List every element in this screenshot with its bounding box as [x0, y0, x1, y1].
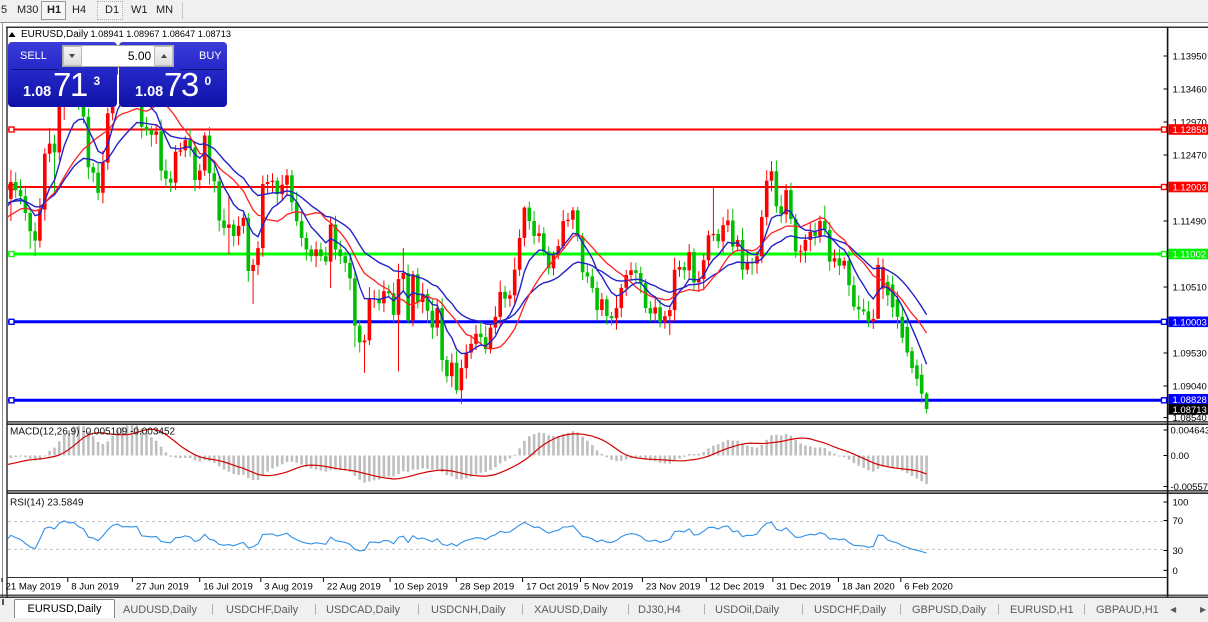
svg-text:1.08540: 1.08540 — [1173, 413, 1207, 424]
svg-text:1.08713: 1.08713 — [1173, 405, 1207, 416]
svg-text:28 Sep 2019: 28 Sep 2019 — [460, 582, 514, 593]
svg-text:RSI(14) 23.5849: RSI(14) 23.5849 — [10, 498, 84, 509]
svg-text:1.12470: 1.12470 — [1173, 151, 1207, 162]
svg-text:-0.005574: -0.005574 — [1171, 482, 1208, 493]
svg-text:100: 100 — [1173, 498, 1189, 509]
svg-text:1.12970: 1.12970 — [1173, 118, 1207, 129]
svg-text:0.004643: 0.004643 — [1171, 426, 1208, 437]
svg-text:21 May 2019: 21 May 2019 — [6, 582, 61, 593]
svg-text:16 Jul 2019: 16 Jul 2019 — [203, 582, 253, 593]
svg-text:5 Nov 2019: 5 Nov 2019 — [584, 582, 633, 593]
svg-text:18 Jan 2020: 18 Jan 2020 — [842, 582, 895, 593]
svg-text:10 Sep 2019: 10 Sep 2019 — [394, 582, 448, 593]
svg-text:1.10510: 1.10510 — [1173, 283, 1207, 294]
svg-text:23 Nov 2019: 23 Nov 2019 — [646, 582, 700, 593]
svg-text:27 Jun 2019: 27 Jun 2019 — [136, 582, 189, 593]
svg-text:1.09040: 1.09040 — [1173, 382, 1207, 393]
svg-text:30: 30 — [1173, 546, 1184, 557]
svg-text:MACD(12,26,9) -0.005109 -0.003: MACD(12,26,9) -0.005109 -0.003452 — [10, 427, 176, 438]
svg-text:0.00: 0.00 — [1171, 451, 1190, 462]
svg-text:6 Feb 2020: 6 Feb 2020 — [904, 582, 953, 593]
svg-text:3 Aug 2019: 3 Aug 2019 — [264, 582, 313, 593]
svg-text:1.08828: 1.08828 — [1173, 395, 1207, 406]
svg-text:1.13460: 1.13460 — [1173, 85, 1207, 96]
svg-text:1.08941 1.08967 1.08647 1.0871: 1.08941 1.08967 1.08647 1.08713 — [91, 29, 232, 39]
svg-text:1.11490: 1.11490 — [1173, 217, 1207, 228]
svg-text:0: 0 — [1173, 566, 1178, 577]
svg-text:1.11002: 1.11002 — [1173, 250, 1207, 261]
svg-text:1.12858: 1.12858 — [1173, 125, 1207, 136]
svg-text:70: 70 — [1173, 516, 1184, 527]
svg-text:31 Dec 2019: 31 Dec 2019 — [776, 582, 830, 593]
svg-text:EURUSD,Daily: EURUSD,Daily — [21, 29, 88, 40]
svg-text:12 Dec 2019: 12 Dec 2019 — [710, 582, 764, 593]
svg-text:22 Aug 2019: 22 Aug 2019 — [327, 582, 381, 593]
svg-text:1.09530: 1.09530 — [1173, 349, 1207, 360]
svg-text:1.13950: 1.13950 — [1173, 52, 1207, 63]
svg-text:1.10003: 1.10003 — [1173, 317, 1207, 328]
svg-text:1.12003: 1.12003 — [1173, 183, 1207, 194]
svg-text:8 Jun 2019: 8 Jun 2019 — [71, 582, 118, 593]
svg-text:17 Oct 2019: 17 Oct 2019 — [526, 582, 578, 593]
